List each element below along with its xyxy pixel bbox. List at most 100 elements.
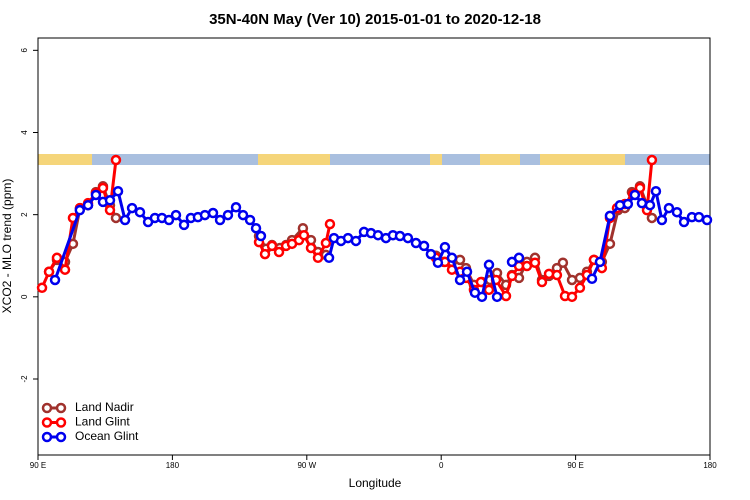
land-ocean-band: [38, 154, 710, 165]
data-point: [574, 282, 586, 294]
data-point: [134, 206, 146, 218]
data-point: [320, 237, 332, 249]
data-point: [671, 206, 683, 218]
x-tick-label: 90 E: [567, 461, 583, 470]
data-point: [119, 214, 131, 226]
data-point: [163, 214, 175, 226]
data-point: [178, 219, 190, 231]
data-point: [636, 197, 648, 209]
data-point: [529, 257, 541, 268]
data-point: [59, 264, 71, 275]
y-tick-label: 4: [20, 130, 29, 135]
data-point: [170, 209, 182, 221]
data-point: [622, 198, 634, 210]
data-point: [51, 252, 63, 264]
series: [49, 185, 713, 303]
data-point: [500, 290, 512, 302]
data-point: [418, 240, 430, 252]
y-tick-label: -2: [20, 375, 29, 383]
data-point: [305, 242, 317, 254]
data-point: [644, 199, 656, 211]
data-point: [350, 235, 362, 247]
legend-marker: [41, 417, 53, 428]
y-tick-label: 0: [20, 294, 29, 299]
data-point: [43, 266, 55, 278]
data-point: [255, 230, 267, 242]
data-point: [536, 276, 548, 288]
legend-label: Land Glint: [75, 415, 130, 429]
data-point: [678, 216, 690, 228]
data-point: [646, 154, 658, 166]
legend-marker: [55, 402, 67, 414]
data-point: [461, 266, 473, 278]
y-tick-label: 6: [20, 48, 29, 53]
data-point: [566, 291, 578, 303]
data-point: [513, 252, 525, 264]
data-point: [74, 204, 86, 216]
x-tick-label: 90 W: [297, 461, 316, 470]
data-point: [207, 207, 219, 219]
data-point: [237, 209, 249, 221]
data-point: [557, 257, 569, 268]
data-point: [454, 254, 466, 266]
x-axis-label: Longitude: [349, 476, 402, 490]
data-point: [36, 282, 48, 294]
data-point: [425, 248, 437, 260]
data-point: [324, 218, 336, 230]
data-point: [104, 195, 116, 206]
data-point: [90, 189, 102, 201]
legend-marker: [41, 431, 53, 443]
data-point: [298, 229, 310, 241]
data-point: [650, 185, 662, 197]
data-point: [273, 246, 285, 258]
x-tick-label: 180: [166, 461, 180, 470]
data-point: [244, 214, 256, 226]
data-point: [543, 268, 555, 280]
data-point: [49, 274, 61, 286]
data-point: [110, 212, 122, 224]
data-point: [594, 256, 606, 268]
data-point: [586, 273, 598, 285]
data-point: [323, 252, 335, 264]
data-point: [199, 209, 211, 221]
data-point: [250, 222, 262, 234]
data-point: [126, 202, 138, 214]
data-point: [222, 209, 234, 221]
data-point: [432, 257, 444, 268]
data-point: [214, 214, 226, 226]
data-point: [656, 214, 668, 226]
data-point: [82, 199, 94, 211]
legend-marker: [41, 402, 53, 414]
data-point: [614, 199, 626, 211]
data-point: [446, 252, 458, 264]
data-point: [629, 189, 641, 201]
data-point: [266, 240, 278, 252]
y-axis-label: XCO2 - MLO trend (ppm): [0, 179, 14, 314]
data-point: [476, 291, 488, 303]
legend-label: Land Nadir: [75, 400, 134, 414]
data-point: [312, 252, 324, 264]
data-point: [693, 211, 705, 223]
data-point: [604, 210, 616, 222]
data-point: [634, 182, 646, 194]
data-point: [646, 212, 658, 224]
data-point: [506, 270, 518, 282]
data-point: [259, 248, 271, 260]
data-point: [483, 284, 495, 296]
data-point: [112, 185, 124, 197]
data-point: [483, 259, 495, 271]
data-point: [230, 202, 242, 213]
data-point: [439, 241, 451, 253]
data-point: [410, 237, 422, 249]
plot-frame: [37, 37, 711, 456]
data-point: [663, 202, 675, 214]
data-point: [701, 214, 713, 226]
legend-label: Ocean Glint: [75, 429, 139, 443]
chart-title: 35N-40N May (Ver 10) 2015-01-01 to 2020-…: [209, 11, 541, 28]
x-tick-label: 90 E: [30, 461, 46, 470]
y-tick-label: 2: [20, 212, 29, 217]
data-point: [110, 154, 122, 166]
data-point: [97, 182, 109, 194]
